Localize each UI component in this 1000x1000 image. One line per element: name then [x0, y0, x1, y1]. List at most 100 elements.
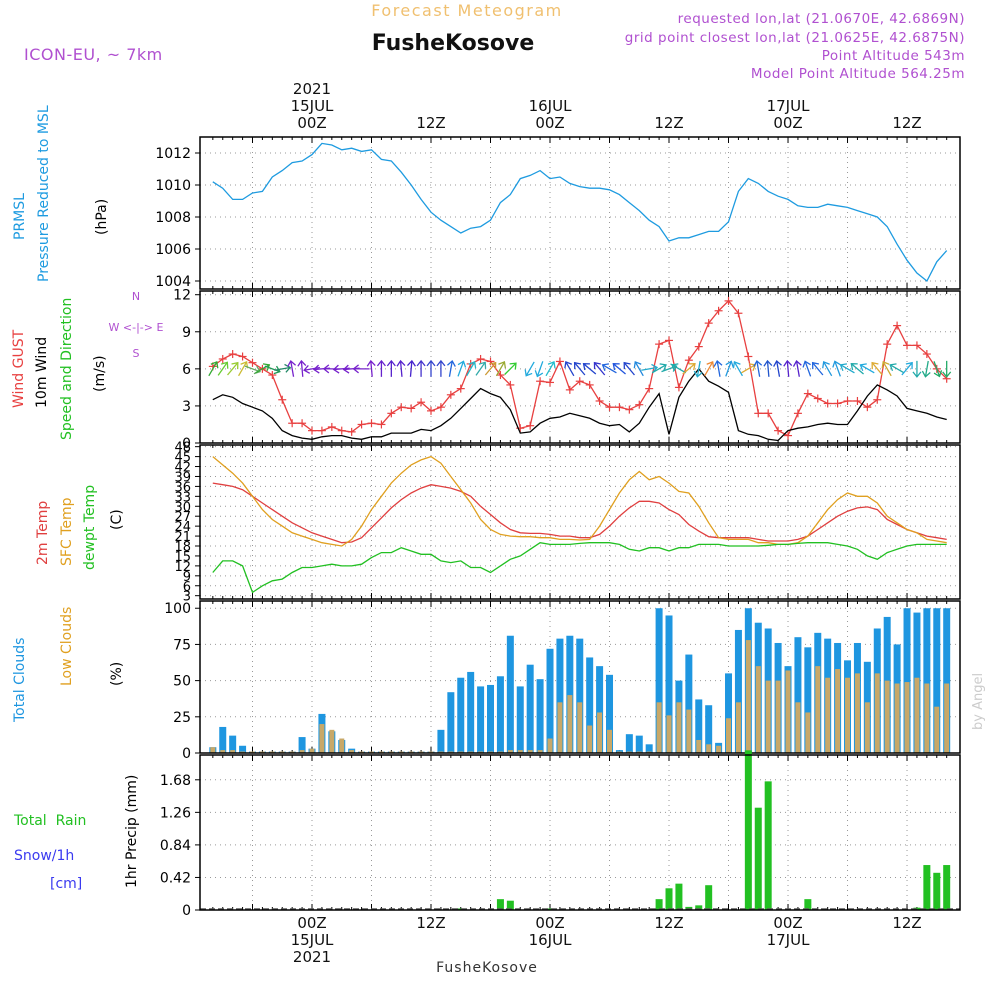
- bar-low-cloud: [597, 712, 603, 753]
- wind-direction-arrow: [466, 361, 477, 377]
- wind-direction-arrow: [693, 360, 703, 378]
- temp-sfc-label: SFC Temp: [59, 497, 75, 566]
- gust-point: [893, 321, 902, 330]
- pressure-label-prmsl: PRMSL: [12, 193, 28, 240]
- bar-total-cloud: [725, 673, 733, 753]
- credit: by Angel: [971, 673, 986, 730]
- bar-total-cloud: [526, 664, 534, 753]
- bar-low-cloud: [587, 725, 593, 753]
- gust-point: [903, 341, 912, 350]
- wind-direction-arrow: [352, 364, 370, 374]
- gust-point: [635, 400, 644, 409]
- bar-low-cloud: [785, 670, 791, 753]
- y-tick-label: 42: [174, 461, 191, 476]
- bar-rain: [665, 888, 673, 910]
- bar-rain: [804, 899, 812, 910]
- gust-point: [714, 306, 723, 315]
- bar-total-cloud: [467, 671, 475, 753]
- bar-total-cloud: [556, 638, 564, 753]
- gust-point: [337, 426, 346, 435]
- gust-point: [397, 403, 406, 412]
- panel-frame: [199, 444, 961, 600]
- gust-point: [585, 380, 594, 389]
- bar-low-cloud: [299, 750, 305, 753]
- time-label-bottom: 17JUL: [767, 931, 810, 949]
- wind-direction-arrow: [208, 361, 219, 377]
- bar-rain: [506, 900, 514, 910]
- gust-point: [238, 352, 247, 361]
- bar-low-cloud: [825, 677, 831, 753]
- bar-total-cloud: [606, 674, 614, 753]
- panel-precip: 0 0.42 0.84 1.26 1.68: [160, 750, 961, 919]
- bar-total-cloud: [239, 745, 247, 753]
- y-tick-label: 30: [174, 500, 191, 515]
- y-tick-label: 100: [164, 601, 191, 617]
- precip-axis-label: 1hr Precip (mm): [124, 775, 140, 888]
- wind-direction-arrow: [366, 359, 376, 377]
- wind-direction-arrow: [651, 363, 667, 374]
- bar-rain: [705, 885, 713, 910]
- gust-point: [218, 354, 227, 363]
- y-tick-label: 75: [173, 637, 191, 653]
- y-tick-label: 0: [182, 903, 191, 919]
- series-line-2m-temp: [212, 482, 947, 544]
- gust-point: [684, 356, 693, 365]
- wind-direction-arrow: [564, 361, 575, 377]
- compass-n: N: [132, 290, 140, 303]
- y-tick-label: 9: [183, 570, 191, 585]
- gust-point: [347, 427, 356, 436]
- bar-total-cloud: [794, 637, 802, 753]
- time-label-top: 16JUL: [529, 97, 572, 115]
- bar-total-cloud: [933, 608, 941, 753]
- gust-point: [645, 384, 654, 393]
- bar-low-cloud: [914, 677, 920, 753]
- bar-total-cloud: [705, 705, 713, 753]
- y-tick-label: 1004: [155, 274, 191, 290]
- time-label-bottom: 00Z: [773, 914, 802, 932]
- gust-point: [744, 352, 753, 361]
- time-label-top: 12Z: [654, 114, 683, 132]
- gust-point: [327, 422, 336, 431]
- gust-point: [734, 309, 743, 318]
- bar-low-cloud: [854, 673, 860, 753]
- y-tick-label: 1.68: [160, 773, 191, 789]
- wind-direction-arrow: [832, 360, 841, 377]
- wind-direction-arrow: [671, 363, 687, 374]
- bar-rain: [744, 750, 752, 910]
- bar-low-cloud: [319, 724, 325, 753]
- pressure-labels: PRMSL Pressure Reduced to MSL (hPa): [12, 105, 110, 282]
- bar-low-cloud: [607, 729, 613, 753]
- point-altitude: Point Altitude 543m: [822, 48, 965, 64]
- wind-direction-arrow: [396, 359, 406, 377]
- time-label-top: 15JUL: [291, 97, 334, 115]
- cloud-total-label: Total Clouds: [12, 638, 28, 723]
- bar-low-cloud: [845, 677, 851, 753]
- wind-direction-arrow: [406, 359, 416, 377]
- bar-total-cloud: [943, 608, 951, 753]
- gust-point: [496, 371, 505, 380]
- wind-direction-arrow: [901, 361, 913, 376]
- wind-direction-arrow: [484, 361, 497, 376]
- wind-direction-arrow: [725, 360, 734, 377]
- bar-rain: [754, 807, 762, 910]
- snow-unit: [cm]: [50, 876, 82, 892]
- wind-direction-arrow: [255, 363, 271, 374]
- gust-point: [476, 354, 485, 363]
- gust-point: [833, 399, 842, 408]
- bar-total-cloud: [804, 647, 812, 753]
- wind-direction-arrow: [933, 361, 943, 378]
- y-tick-label: 6: [183, 580, 191, 595]
- y-tick-label: 24: [174, 520, 191, 535]
- gust-point: [823, 399, 832, 408]
- wind-gust-label: Wind GUST: [11, 329, 27, 408]
- bar-low-cloud: [676, 702, 682, 753]
- time-label-top: 12Z: [892, 114, 921, 132]
- time-label-bottom: 12Z: [892, 914, 921, 932]
- wind-direction-arrow: [495, 361, 507, 377]
- wind-direction-arrow: [704, 361, 715, 377]
- time-label-bottom: 16JUL: [529, 931, 572, 949]
- location-title: FusheKosove: [372, 31, 535, 56]
- time-label-top: 00Z: [535, 114, 564, 132]
- y-tick-label: 27: [174, 510, 191, 525]
